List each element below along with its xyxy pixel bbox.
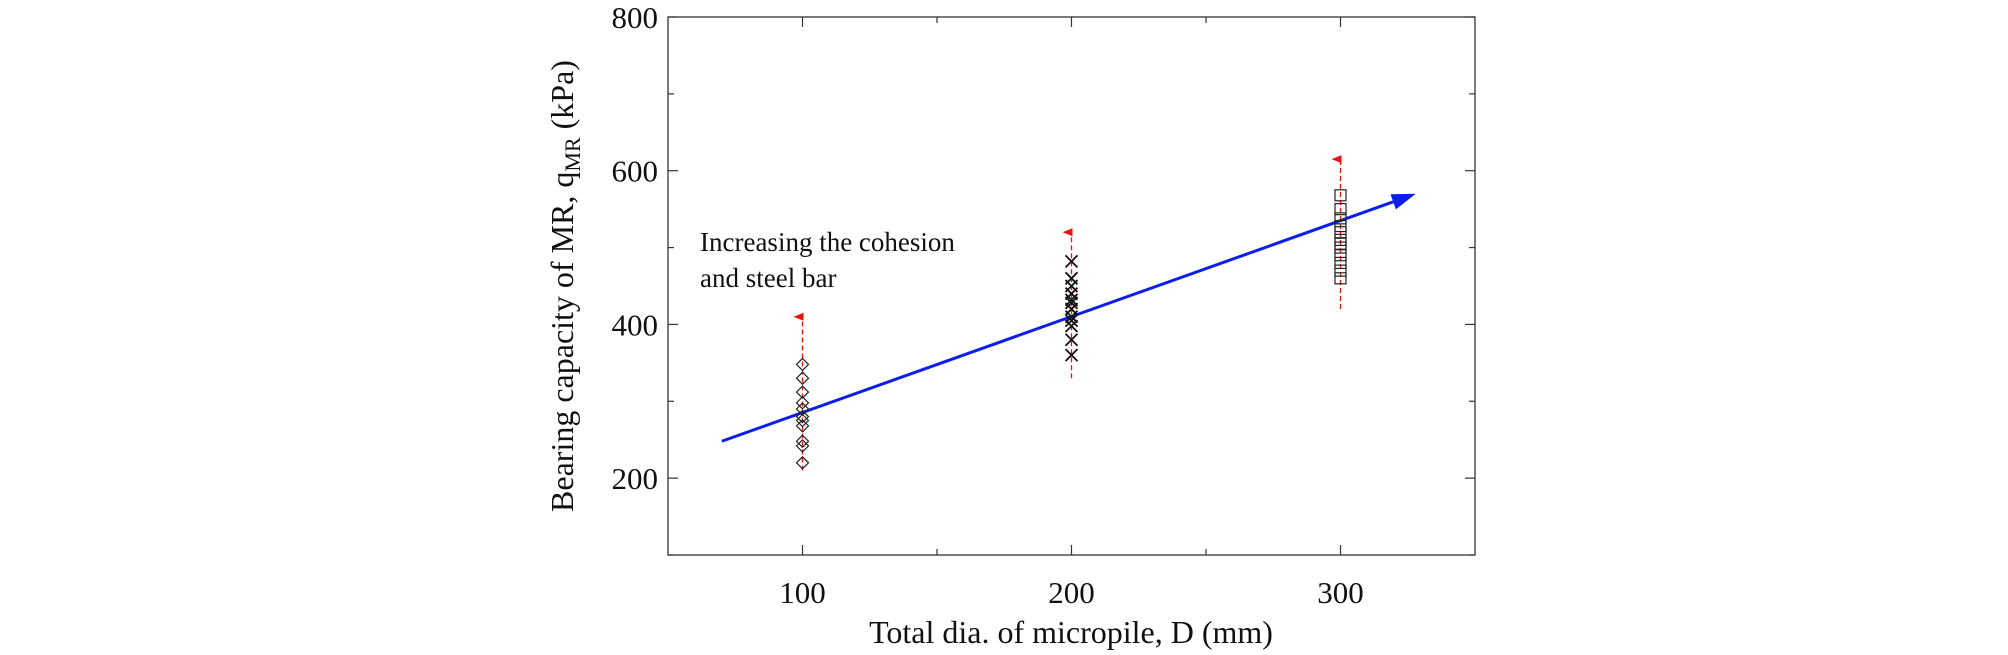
- x-axis-title: Total dia. of micropile, D (mm): [869, 614, 1273, 650]
- diamond-point: [795, 357, 810, 372]
- y-axis-title-main: Bearing capacity of MR, q: [544, 172, 580, 512]
- square-point: [1334, 189, 1347, 202]
- diamond-point: [795, 402, 810, 416]
- diamond-point: [795, 434, 810, 449]
- square-point: [1334, 272, 1347, 285]
- square-point: [1334, 226, 1347, 239]
- y-axis-ticks: 200 400 600 800: [612, 0, 1475, 556]
- x-tick-label: 200: [1048, 575, 1095, 610]
- diamond-point: [795, 409, 810, 424]
- y-axis-title-unit: (kPa): [544, 60, 580, 137]
- diamond-point: [795, 455, 810, 470]
- y-tick-label: 200: [612, 461, 659, 496]
- y-tick-label: 800: [612, 0, 659, 35]
- annotation-line-2: and steel bar: [700, 263, 836, 293]
- x-tick-label: 100: [779, 575, 826, 610]
- data-points: [795, 189, 1347, 470]
- square-point: [1334, 219, 1347, 233]
- square-point: [1334, 212, 1347, 225]
- diamond-point: [795, 371, 810, 386]
- square-point: [1334, 264, 1347, 277]
- x-axis-ticks: 100 200 300: [779, 17, 1364, 610]
- x-tick-label: 300: [1317, 575, 1364, 610]
- diamond-point: [795, 385, 810, 399]
- x-point: [1064, 254, 1079, 269]
- y-axis-title-subscript: MR: [560, 137, 585, 172]
- trend-line: [721, 200, 1394, 443]
- y-tick-label: 600: [612, 154, 659, 189]
- square-point: [1334, 256, 1347, 270]
- square-point: [1334, 203, 1347, 216]
- diamond-point: [795, 419, 810, 433]
- x-point: [1064, 271, 1079, 285]
- annotation-line-1: Increasing the cohesion: [700, 227, 955, 257]
- x-point: [1064, 348, 1079, 362]
- trend-arrowhead: [1390, 193, 1416, 210]
- diamond-point: [795, 395, 810, 410]
- range-arrows: [793, 155, 1342, 471]
- x-point: [1064, 293, 1079, 307]
- y-axis-title: Bearing capacity of MR, qMR (kPa): [544, 60, 585, 512]
- square-point: [1334, 233, 1347, 246]
- x-point: [1064, 333, 1079, 347]
- trend-arrow: [721, 193, 1416, 443]
- x-point: [1064, 313, 1079, 328]
- y-tick-label: 400: [612, 307, 659, 342]
